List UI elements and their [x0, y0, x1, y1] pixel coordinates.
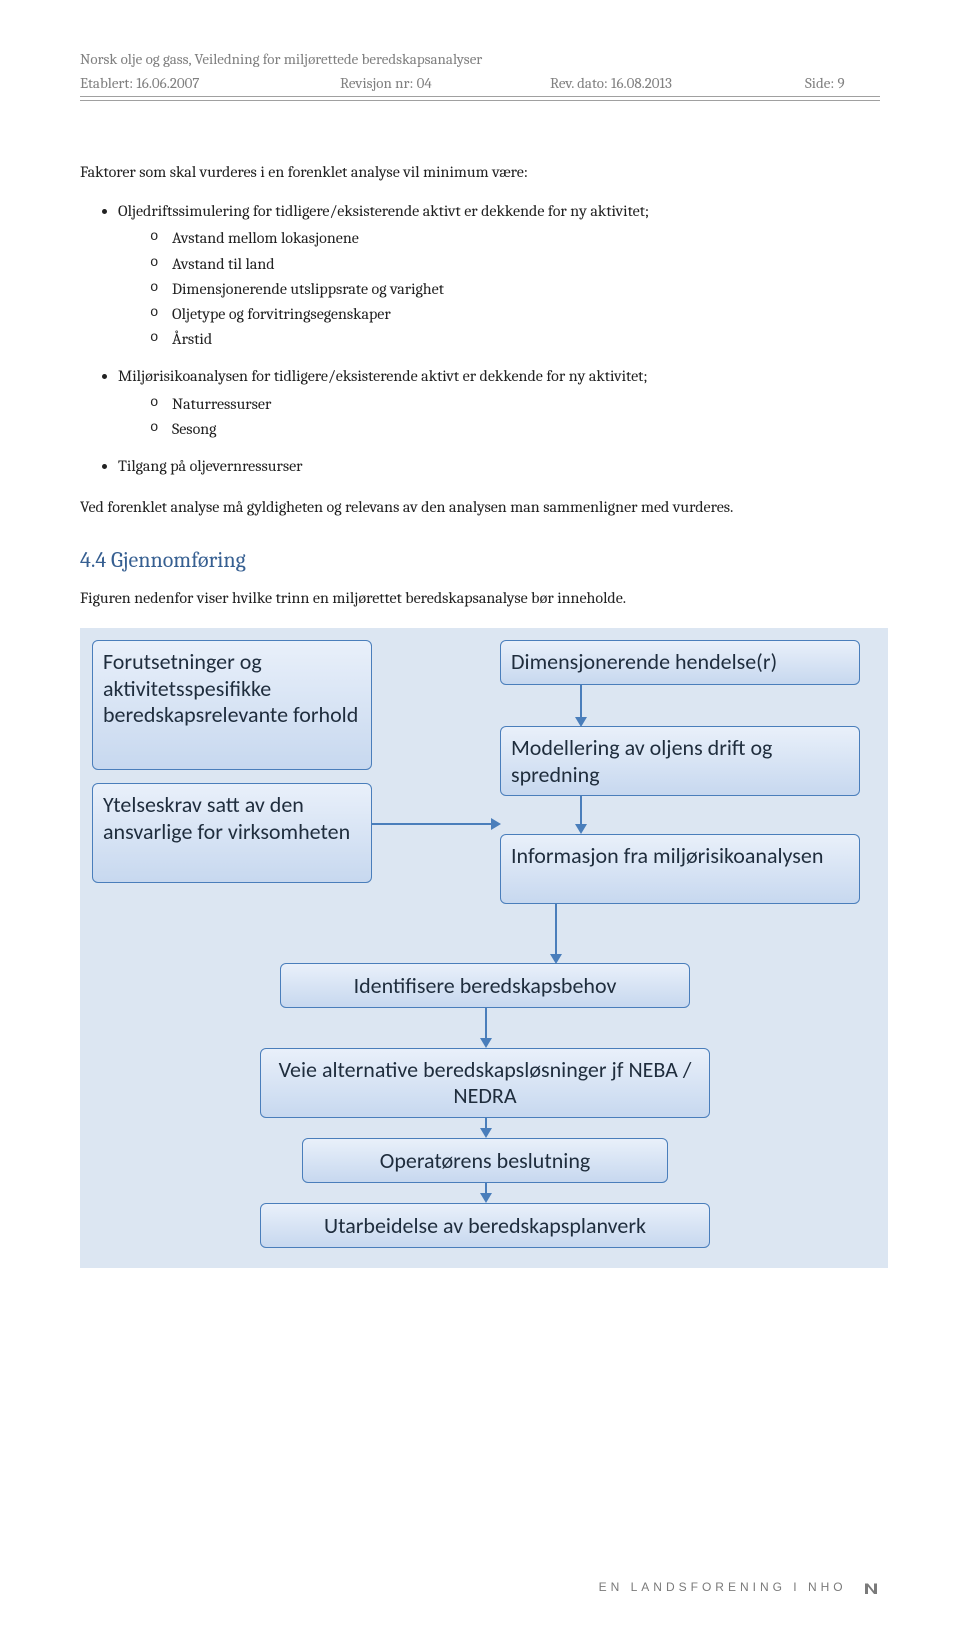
sub-item-text: Årstid — [172, 330, 212, 348]
sub-item-text: Avstand til land — [172, 255, 275, 273]
list-item: Oljetype og forvitringsegenskaper — [150, 303, 880, 326]
sub-item-text: Naturressurser — [172, 395, 271, 413]
ved-paragraph: Ved forenklet analyse må gyldigheten og … — [80, 496, 880, 519]
bullet-text: Tilgang på oljevernressurser — [118, 457, 303, 475]
sub-list-1: Avstand mellom lokasjonene Avstand til l… — [118, 227, 880, 351]
bullet-text: Oljedriftssimulering for tidligere/eksis… — [118, 202, 649, 220]
flow-arrow-3 — [555, 904, 557, 962]
revdate-label: Rev. dato: 16.08.2013 — [550, 74, 805, 92]
flow-arrow-5 — [485, 1118, 487, 1136]
page-label: Side: 9 — [805, 74, 845, 92]
sub-item-text: Sesong — [172, 420, 217, 438]
list-item: Miljørisikoanalysen for tidligere/eksist… — [118, 365, 880, 441]
list-item: Avstand mellom lokasjonene — [150, 227, 880, 250]
flow-node-right3: Informasjon fra miljørisikoanalysen — [500, 834, 860, 904]
list-item: Årstid — [150, 328, 880, 351]
flow-node-left2: Ytelseskrav satt av den ansvarlige for v… — [92, 783, 372, 883]
flow-arrow-0 — [580, 685, 582, 725]
sub-list-2: Naturressurser Sesong — [118, 393, 880, 441]
flowchart: Forutsetninger og aktivitetsspesifikke b… — [80, 628, 888, 1268]
list-item: Dimensjonerende utslippsrate og varighet — [150, 278, 880, 301]
list-item: Avstand til land — [150, 253, 880, 276]
flow-node-left1: Forutsetninger og aktivitetsspesifikke b… — [92, 640, 372, 770]
flow-node-mid2: Veie alternative beredskapsløsninger jf … — [260, 1048, 710, 1118]
header-rule-2 — [80, 100, 880, 101]
list-item: Tilgang på oljevernressurser — [118, 455, 880, 478]
header-rule-1 — [80, 96, 880, 97]
footer: EN LANDSFORENING I NHO — [599, 1579, 880, 1597]
list-item: Sesong — [150, 418, 880, 441]
header-meta-row: Etablert: 16.06.2007 Revisjon nr: 04 Rev… — [80, 74, 880, 92]
flow-arrow-1 — [580, 796, 582, 832]
section-text: Figuren nedenfor viser hvilke trinn en m… — [80, 587, 880, 610]
list-item: Naturressurser — [150, 393, 880, 416]
revision-label: Revisjon nr: 04 — [340, 74, 550, 92]
flow-node-mid3: Operatørens beslutning — [302, 1138, 668, 1183]
footer-text: EN LANDSFORENING I NHO — [599, 1580, 847, 1594]
established-label: Etablert: 16.06.2007 — [80, 74, 340, 92]
flow-node-right1: Dimensjonerende hendelse(r) — [500, 640, 860, 685]
list-item: Oljedriftssimulering for tidligere/eksis… — [118, 200, 880, 351]
sub-item-text: Oljetype og forvitringsegenskaper — [172, 305, 391, 323]
intro-paragraph: Faktorer som skal vurderes i en forenkle… — [80, 161, 880, 184]
bullet-text: Miljørisikoanalysen for tidligere/eksist… — [118, 367, 648, 385]
section-heading: 4.4 Gjennomføring — [80, 545, 880, 577]
flow-arrow-2 — [372, 823, 499, 825]
sub-item-text: Dimensjonerende utslippsrate og varighet — [172, 280, 444, 298]
flow-arrow-4 — [485, 1008, 487, 1046]
sub-item-text: Avstand mellom lokasjonene — [172, 229, 359, 247]
flow-arrow-6 — [485, 1183, 487, 1201]
factor-list: Oljedriftssimulering for tidligere/eksis… — [80, 200, 880, 478]
flow-node-mid1: Identifisere beredskapsbehov — [280, 963, 690, 1008]
flow-node-mid4: Utarbeidelse av beredskapsplanverk — [260, 1203, 710, 1248]
doc-title: Norsk olje og gass, Veiledning for miljø… — [80, 50, 880, 68]
flow-node-right2: Modellering av oljens drift og spredning — [500, 726, 860, 796]
nho-logo-icon — [862, 1579, 880, 1597]
